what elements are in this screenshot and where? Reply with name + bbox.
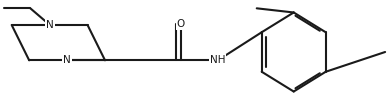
Text: O: O [177,19,185,29]
Text: NH: NH [210,55,226,65]
Text: N: N [63,55,71,65]
Text: N: N [46,20,54,30]
